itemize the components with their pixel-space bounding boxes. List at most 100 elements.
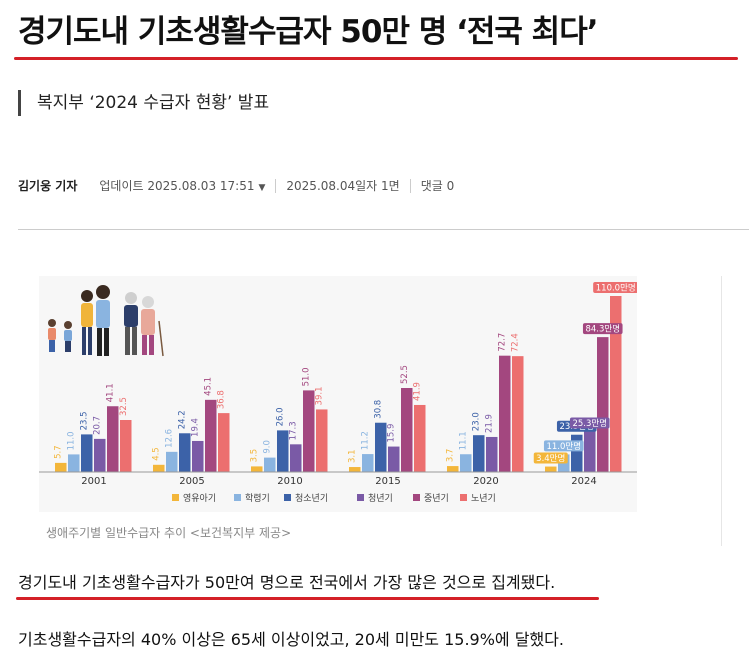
bar-2001-4 <box>107 406 119 472</box>
value-label-layer: 5.711.023.5 20.7 41.132.5 4.512.624.2 19.4 45… <box>54 282 637 464</box>
update-time[interactable]: 업데이트 2025.08.03 17:51 ▼ <box>99 177 265 194</box>
callout-badge <box>593 282 637 293</box>
bar-value-label: 84.3만명 <box>585 324 620 335</box>
bar-2015-3 <box>388 446 400 472</box>
bar-value-label: 36.8 <box>217 390 227 409</box>
comment-count[interactable]: 댓글 0 <box>420 179 455 193</box>
child-figure <box>64 321 72 352</box>
x-tick-label: 2020 <box>473 476 498 487</box>
bar-value-label: 11.2 <box>361 431 371 450</box>
author-link[interactable]: 김기웅 기자 <box>18 179 78 193</box>
bar-2015-2 <box>375 422 387 472</box>
bar-2010-5 <box>316 409 328 472</box>
bar-2005-4 <box>205 399 217 472</box>
bar-2020-1 <box>460 454 472 472</box>
bar-value-label: 3.4만명 <box>536 453 565 464</box>
bar-value-label: 51.0 <box>302 367 312 386</box>
legend-swatch <box>460 494 467 501</box>
callout-badge <box>569 417 610 429</box>
bar-value-label: 30.8 <box>374 400 384 419</box>
bar-value-label: 32.5 <box>119 397 129 416</box>
lead-underline <box>16 597 599 600</box>
bar-value-label: 52.5 <box>400 365 410 384</box>
body-paragraph: 기초생활수급자의 40% 이상은 65세 이상이었고, 20세 미만도 15.9… <box>18 630 564 649</box>
bar-2010-2 <box>277 430 289 472</box>
x-tick-label: 2001 <box>81 476 106 487</box>
chart-figure: 5.7 11.0 23.5 20.7 41.1 32.5 4.5 12.6 24.2 19.4 45… <box>39 276 637 512</box>
bar-value-label: 23.5 <box>80 411 90 430</box>
legend-label: 학령기 <box>245 492 270 504</box>
bar-value-label: 72.7 <box>498 333 508 352</box>
x-tick-layer: 2001 2005 2010 2015 2020 2024 <box>81 476 596 487</box>
headline-underline <box>14 57 738 60</box>
child-figure <box>48 319 56 352</box>
bar-value-label: 9.0 <box>263 440 273 454</box>
family-illustration <box>48 285 164 357</box>
bar-2005-1 <box>166 451 178 472</box>
chevron-down-icon: ▼ <box>258 183 266 193</box>
legend-swatch <box>357 494 364 501</box>
bar-2010-3 <box>290 444 302 472</box>
lead-paragraph: 경기도내 기초생활수급자가 50만여 명으로 전국에서 가장 많은 것으로 집계… <box>18 573 556 592</box>
chart-caption: 생애주기별 일반수급자 추이 <보건복지부 제공> <box>46 526 292 540</box>
bar-value-label: 3.1 <box>348 450 358 464</box>
bar-value-label: 11.1 <box>459 431 469 450</box>
bar-value-label: 21.9 <box>485 414 495 433</box>
bar-2024-2 <box>571 434 583 472</box>
bar-value-label: 4.5 <box>152 447 162 461</box>
bar-2024-5 <box>610 296 622 472</box>
chart-legend: 영유아기 학령기 청소년기 청년기 중년기 노년기 <box>172 492 496 504</box>
bar-2024-4 <box>597 337 609 472</box>
bar-value-label: 39.1 <box>315 387 325 406</box>
bar-2020-5 <box>512 356 524 472</box>
legend-label: 청년기 <box>368 493 393 504</box>
edition-info: 2025.08.04일자 1면 <box>286 179 400 193</box>
bar-value-label: 12.6 <box>165 429 175 448</box>
bar-2020-3 <box>486 436 498 472</box>
bar-2015-5 <box>414 404 426 472</box>
bar-value-label: 24.2 <box>178 410 188 429</box>
legend-label: 영유아기 <box>183 493 216 504</box>
bar-value-label: 15.9 <box>387 424 397 443</box>
lifecycle-bar-chart: 5.711.023.5 20.7 41.132.5 4.512.624.2 19.4 45… <box>39 282 637 504</box>
bar-2005-5 <box>218 413 230 472</box>
bar-value-label: 26.0 <box>276 407 286 426</box>
bar-value-label: 23.0 <box>472 412 482 431</box>
bar-value-label: 110.0만명 <box>596 283 636 294</box>
bar-2015-0 <box>349 467 361 472</box>
bar-value-label: 11.0만명 <box>546 441 581 452</box>
bar-value-label: 3.5 <box>250 449 260 463</box>
adult-figure <box>81 290 93 355</box>
callout-badge <box>582 323 623 335</box>
bar-2010-1 <box>264 457 276 472</box>
byline: 김기웅 기자 업데이트 2025.08.03 17:51 ▼ 2025.08.04… <box>18 177 454 194</box>
article-divider <box>18 229 749 230</box>
senior-figure <box>124 292 138 355</box>
bar-value-label: 11.0 <box>67 431 77 450</box>
bar-value-label: 72.4 <box>511 333 521 352</box>
bar-2001-5 <box>120 420 132 472</box>
byline-separator <box>275 178 277 193</box>
bar-2024-3 <box>584 431 596 472</box>
callout-badge <box>533 452 568 464</box>
senior-figure <box>141 296 164 357</box>
bar-value-label: 41.9 <box>413 382 423 401</box>
legend-swatch <box>234 494 241 501</box>
legend-label: 청소년기 <box>295 493 328 504</box>
bar-2015-1 <box>362 454 374 472</box>
bar-2010-4 <box>303 390 315 472</box>
bar-value-label: 19.4 <box>191 418 201 437</box>
bar-value-label: 3.7 <box>446 449 456 463</box>
x-tick-label: 2015 <box>375 476 400 487</box>
bar-2010-0 <box>251 466 263 472</box>
byline-separator <box>409 178 411 193</box>
bar-layer <box>55 296 622 472</box>
x-tick-label: 2024 <box>571 476 596 487</box>
subtitle: 복지부 ‘2024 수급자 현황’ 발표 <box>18 90 269 116</box>
x-tick-label: 2005 <box>179 476 204 487</box>
bar-2001-0 <box>55 462 67 472</box>
legend-swatch <box>413 494 420 501</box>
update-time-text: 업데이트 2025.08.03 17:51 <box>99 179 255 193</box>
bar-value-label: 45.1 <box>204 377 214 396</box>
legend-label: 중년기 <box>424 493 449 504</box>
